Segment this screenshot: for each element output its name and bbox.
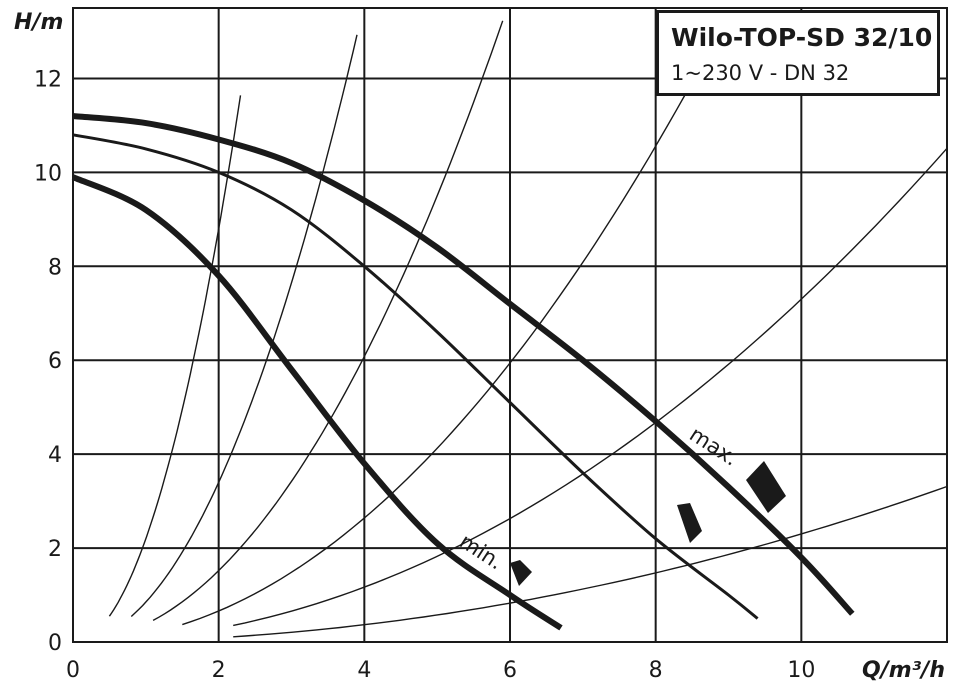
chart-title-box: Wilo-TOP-SD 32/10 1~230 V - DN 32 <box>656 10 940 96</box>
y-axis-title: H/m <box>14 10 63 35</box>
system-curve <box>152 20 504 622</box>
y-tick-label: 4 <box>48 443 62 468</box>
pump-curve-0 <box>72 113 855 616</box>
y-tick-label: 2 <box>48 537 62 562</box>
y-tick-label: 0 <box>48 631 62 656</box>
x-tick-label: 2 <box>212 658 226 683</box>
curve-marker-0 <box>746 461 786 513</box>
system-curve <box>130 34 358 618</box>
chart-subtitle: 1~230 V - DN 32 <box>671 61 850 85</box>
x-tick-label: 0 <box>66 658 80 683</box>
system-curve <box>182 27 722 626</box>
x-tick-label: 8 <box>649 658 663 683</box>
system-curve <box>233 485 948 638</box>
system-curve <box>108 95 242 617</box>
system-curves <box>108 20 948 638</box>
max-curve-label: max. <box>685 422 742 471</box>
min-curve-label: min. <box>455 529 507 574</box>
pump-curve-2 <box>71 174 563 631</box>
tick-labels: 0 2 4 6 8 10 0 2 4 6 8 10 12 <box>34 67 815 683</box>
x-tick-label: 10 <box>787 658 815 683</box>
y-tick-label: 6 <box>48 349 62 374</box>
y-tick-label: 10 <box>34 161 62 186</box>
y-tick-label: 8 <box>48 255 62 280</box>
x-tick-label: 6 <box>503 658 517 683</box>
chart-title: Wilo-TOP-SD 32/10 <box>671 23 933 52</box>
curve-markers <box>510 461 786 586</box>
pump-curve-1 <box>72 133 759 620</box>
system-curve <box>233 147 948 627</box>
grid <box>72 8 947 643</box>
curve-marker-1 <box>677 503 702 543</box>
y-tick-label: 12 <box>34 67 62 92</box>
pump-curves <box>71 113 855 631</box>
x-axis-title: Q/m³/h <box>862 658 945 683</box>
plot-frame <box>72 7 948 643</box>
curve-marker-2 <box>510 560 532 586</box>
x-tick-label: 4 <box>357 658 371 683</box>
